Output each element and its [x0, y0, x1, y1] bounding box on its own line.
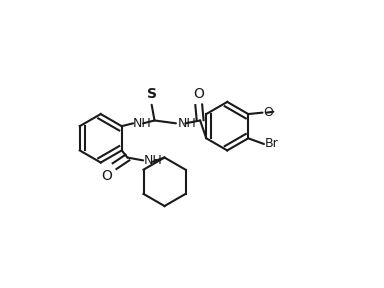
Text: S: S [147, 87, 157, 101]
Text: O: O [263, 106, 273, 119]
Text: O: O [193, 87, 204, 101]
Text: NH: NH [133, 117, 152, 130]
Text: O: O [101, 169, 112, 183]
Text: Br: Br [265, 137, 278, 151]
Text: NH: NH [177, 117, 196, 130]
Text: NH: NH [144, 154, 163, 167]
